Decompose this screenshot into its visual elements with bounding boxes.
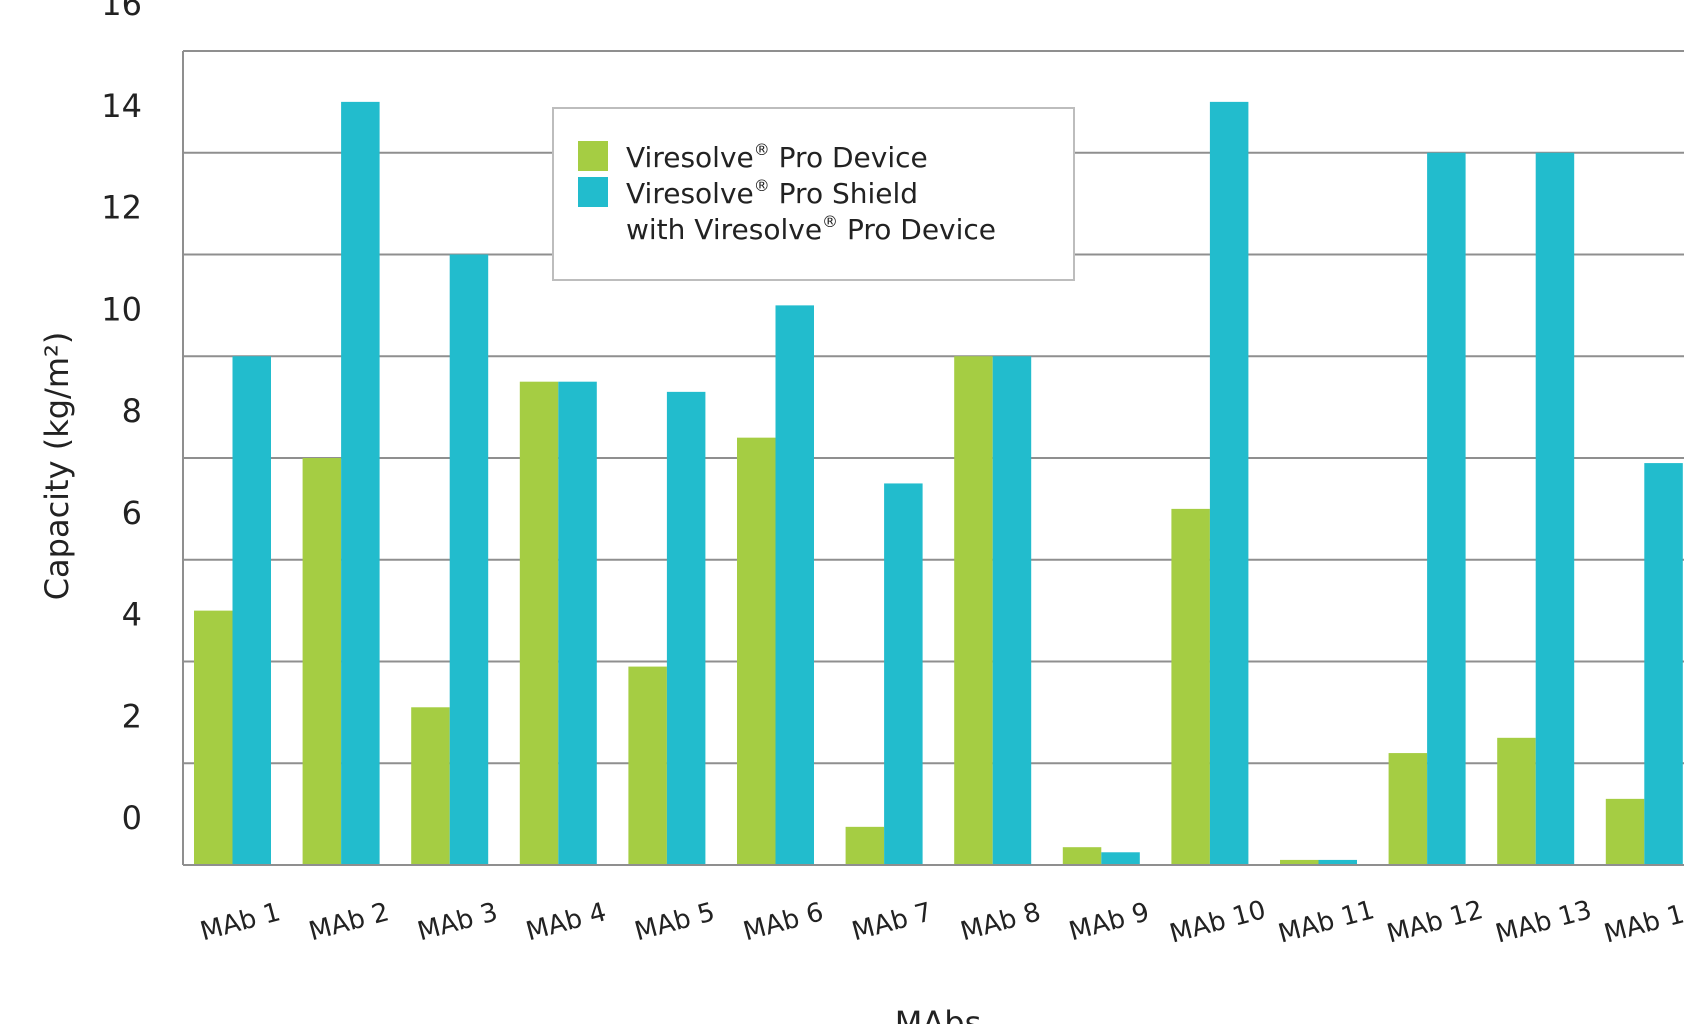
x-tick-label: MAb 2 bbox=[306, 897, 393, 947]
bar-shield-6 bbox=[775, 305, 814, 865]
bar-device-14 bbox=[1605, 798, 1645, 865]
legend-label: Viresolve® Pro Device bbox=[626, 140, 928, 174]
y-tick-label: 12 bbox=[101, 189, 142, 227]
x-tick-label: MAb 10 bbox=[1167, 895, 1270, 949]
bar-device-9 bbox=[1062, 847, 1102, 865]
x-axis-title: MAbs bbox=[895, 1004, 981, 1024]
bar-shield-2 bbox=[341, 101, 380, 865]
x-tick-label: MAb 8 bbox=[957, 897, 1044, 947]
bar-device-6 bbox=[737, 437, 776, 865]
bar-device-12 bbox=[1388, 753, 1428, 865]
bar-shield-3 bbox=[449, 254, 489, 865]
bar-shield-8 bbox=[992, 356, 1032, 865]
bar-shield-7 bbox=[884, 483, 923, 865]
x-tick-label: MAb 6 bbox=[740, 897, 827, 947]
y-tick-label: 14 bbox=[101, 87, 142, 125]
bar-device-1 bbox=[194, 610, 233, 865]
x-tick-label: MAb 7 bbox=[849, 897, 936, 947]
x-tick-label: MAb 12 bbox=[1384, 895, 1487, 949]
y-tick-label: 2 bbox=[122, 697, 142, 735]
x-tick-label: MAb 3 bbox=[414, 897, 501, 947]
x-tick-label: MAb 11 bbox=[1275, 895, 1378, 949]
x-tick-label: MAb 5 bbox=[632, 897, 719, 947]
legend-swatch-shield bbox=[578, 177, 608, 207]
bar-shield-4 bbox=[558, 381, 597, 865]
bar-shield-13 bbox=[1535, 152, 1575, 865]
legend-box bbox=[552, 107, 1075, 281]
axes bbox=[182, 51, 1684, 866]
x-axis-ticks: MAb 1 MAb 2 MAb 3 MAb 4 MAb 5 MAb 6 MAb 7 MAb 8… bbox=[197, 895, 1684, 949]
x-tick-label: MAb 4 bbox=[523, 897, 610, 947]
bar-shield-10 bbox=[1209, 101, 1249, 865]
bar-device-13 bbox=[1497, 737, 1536, 865]
y-axis-ticks: 0 2 4 6 8 10 12 14 16 bbox=[101, 0, 142, 837]
bar-device-5 bbox=[628, 666, 667, 865]
y-tick-label: 6 bbox=[122, 494, 142, 532]
bar-shield-14 bbox=[1644, 463, 1683, 865]
bar-shield-5 bbox=[666, 391, 706, 865]
bar-device-4 bbox=[519, 381, 559, 865]
y-axis-title: Capacity (kg/m²) bbox=[38, 332, 76, 601]
y-tick-label: 10 bbox=[101, 290, 142, 328]
x-tick-label: MAb 14 bbox=[1601, 895, 1684, 949]
y-tick-label: 0 bbox=[122, 799, 142, 837]
y-tick-label: 8 bbox=[122, 392, 142, 430]
bar-device-3 bbox=[411, 707, 450, 865]
legend-label: with Viresolve® Pro Device bbox=[626, 212, 996, 246]
bar-shield-1 bbox=[232, 356, 271, 865]
bar-device-10 bbox=[1171, 508, 1210, 865]
x-tick-label: MAb 1 bbox=[197, 897, 284, 947]
bar-shield-9 bbox=[1101, 852, 1140, 865]
legend-label: Viresolve® Pro Shield bbox=[626, 176, 918, 210]
bar-shield-12 bbox=[1427, 152, 1466, 865]
bars bbox=[194, 101, 1683, 865]
bar-device-8 bbox=[954, 356, 993, 865]
bar-device-11 bbox=[1280, 859, 1319, 865]
y-tick-label: 4 bbox=[122, 596, 142, 634]
bar-device-7 bbox=[845, 826, 885, 865]
bar-shield-11 bbox=[1318, 859, 1357, 865]
bar-device-2 bbox=[302, 458, 342, 865]
x-tick-label: MAb 13 bbox=[1492, 895, 1595, 949]
y-tick-label: 16 bbox=[101, 0, 142, 23]
legend-swatch-device bbox=[578, 141, 608, 171]
x-tick-label: MAb 9 bbox=[1066, 897, 1153, 947]
